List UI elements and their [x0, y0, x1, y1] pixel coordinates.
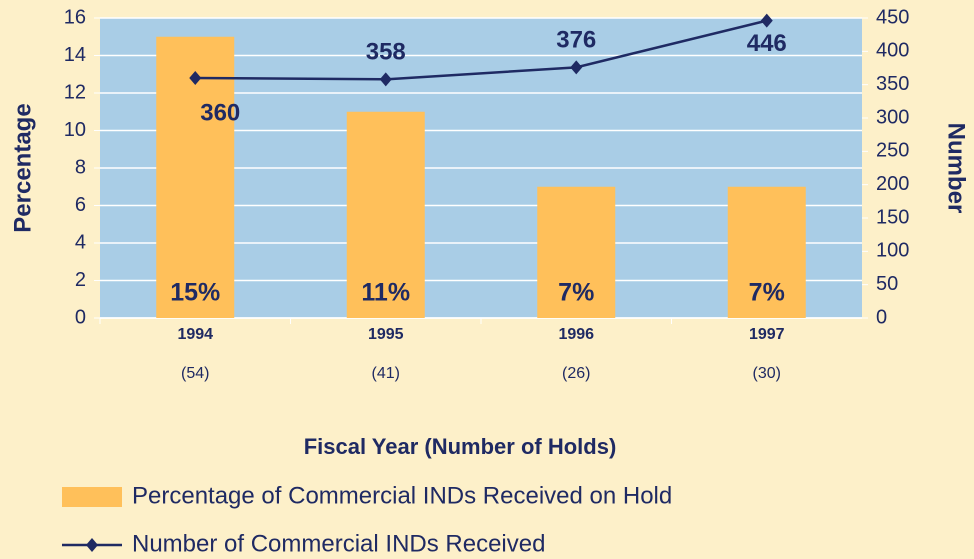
- line-value-label: 358: [366, 39, 406, 66]
- y-tick-label: 16: [64, 6, 86, 28]
- x-tick-label: 1997: [749, 326, 785, 343]
- y-tick-label: 10: [64, 119, 86, 141]
- y-tick-label: 2: [75, 269, 86, 291]
- line-marker: [570, 60, 583, 75]
- line-value-label: 376: [556, 27, 596, 54]
- bar: [537, 186, 616, 318]
- bar-value-label: 7%: [558, 279, 594, 307]
- y2-axis-label: Number: [943, 123, 970, 214]
- x-tick-sublabel: (54): [181, 365, 209, 382]
- bar-value-label: 7%: [749, 279, 785, 307]
- y2-tick-label: 250: [876, 140, 909, 162]
- y-tick-label: 6: [75, 194, 86, 216]
- line-value-label: 360: [200, 99, 240, 126]
- y2-tick-label: 350: [876, 73, 909, 95]
- line: [195, 19, 768, 81]
- y-axis-label: Percentage: [9, 103, 36, 232]
- line-marker: [760, 13, 773, 28]
- y2-tick-label: 300: [876, 106, 909, 128]
- legend-label: Percentage of Commercial INDs Received o…: [132, 482, 672, 509]
- x-axis-label: Fiscal Year (Number of Holds): [304, 434, 617, 459]
- line-value-label: 446: [747, 30, 787, 57]
- y2-tick-label: 150: [876, 206, 909, 228]
- line-marker: [189, 71, 202, 85]
- bar-value-label: 15%: [170, 279, 220, 307]
- y2-tick-label: 400: [876, 40, 909, 62]
- x-tick-label: 1994: [177, 326, 213, 343]
- bar: [727, 186, 806, 318]
- y-tick-label: 12: [64, 81, 86, 103]
- line-marker: [379, 72, 392, 87]
- y2-tick-label: 200: [876, 173, 909, 195]
- x-tick-label: 1995: [368, 326, 404, 343]
- y2-tick-label: 0: [876, 306, 887, 328]
- y-tick-label: 0: [75, 306, 86, 328]
- legend-marker: [86, 538, 98, 552]
- x-tick-sublabel: (30): [753, 365, 781, 382]
- y2-tick-label: 450: [876, 6, 909, 28]
- x-tick-sublabel: (41): [372, 365, 400, 382]
- y-tick-label: 8: [75, 156, 86, 178]
- legend-label: Number of Commercial INDs Received: [132, 530, 545, 557]
- bar: [346, 111, 425, 318]
- y2-tick-label: 50: [876, 273, 898, 295]
- y2-tick-label: 100: [876, 240, 909, 262]
- x-tick-label: 1996: [558, 326, 594, 343]
- y-tick-label: 14: [64, 44, 86, 66]
- legend-swatch: [62, 487, 122, 507]
- bar-value-label: 11%: [361, 279, 410, 307]
- x-tick-sublabel: (26): [562, 365, 590, 382]
- y-tick-label: 4: [75, 231, 86, 253]
